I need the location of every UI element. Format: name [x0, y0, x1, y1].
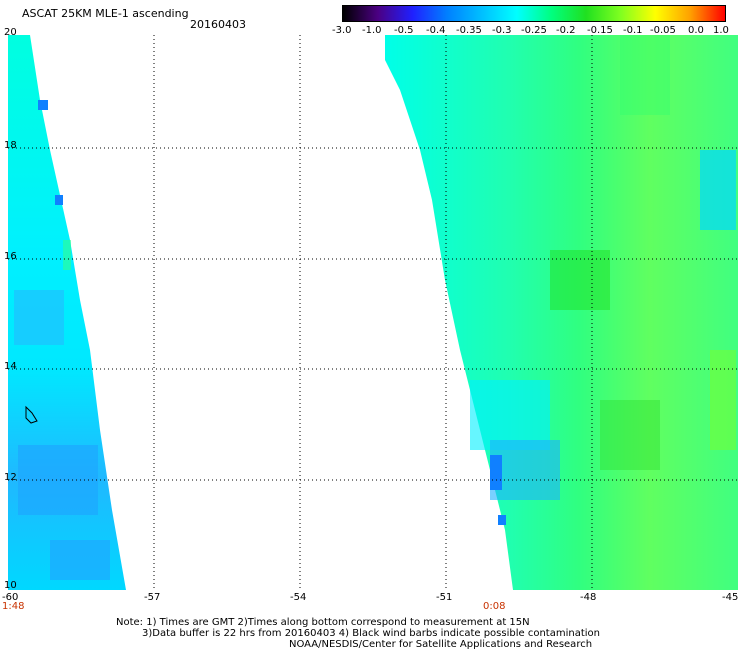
- note-line-3: NOAA/NESDIS/Center for Satellite Applica…: [289, 639, 593, 650]
- colorbar-labels: -3.0 -1.0 -0.5 -0.4 -0.35 -0.3 -0.25 -0.…: [0, 25, 740, 37]
- colorbar-label: -0.1: [623, 25, 643, 36]
- lon-tick-label: -48: [580, 592, 597, 603]
- product-title: ASCAT 25KM MLE-1 ascending: [22, 7, 189, 20]
- swath-patch: [700, 150, 736, 230]
- lat-tick-label: 20: [4, 27, 17, 38]
- colorbar-label: 0.0: [688, 25, 704, 36]
- lat-tick-label: 16: [4, 251, 17, 262]
- swath-patch: [470, 380, 550, 450]
- colorbar-label: -0.05: [650, 25, 676, 36]
- colorbar-gradient: [343, 6, 725, 21]
- lon-gridlines: [153, 35, 593, 590]
- swath-patch: [620, 35, 670, 115]
- lat-gridlines: [8, 147, 738, 481]
- swath-patch: [63, 240, 71, 270]
- island-outline: [25, 405, 38, 424]
- swath-patch: [490, 455, 502, 490]
- swath-patch: [18, 445, 98, 515]
- product-date: 20160403: [190, 18, 246, 31]
- colorbar-label: -0.5: [394, 25, 414, 36]
- colorbar-label: -0.15: [587, 25, 613, 36]
- swath-patch: [55, 195, 63, 205]
- swath-patch: [600, 400, 660, 470]
- colorbar-label: -0.4: [426, 25, 446, 36]
- pass-time-left: 1:48: [2, 601, 25, 612]
- swath-patch: [498, 515, 506, 525]
- colorbar-label: -3.0: [332, 25, 352, 36]
- colorbar-label: 1.0: [713, 25, 729, 36]
- colorbar-label: -0.35: [456, 25, 482, 36]
- right-swath: [385, 35, 738, 590]
- lat-tick-label: 14: [4, 361, 17, 372]
- swath-patch: [550, 250, 610, 310]
- swath-patch: [50, 540, 110, 580]
- lat-tick-label: 18: [4, 140, 17, 151]
- lon-tick-label: -51: [436, 592, 453, 603]
- swath-patch: [38, 100, 48, 110]
- colorbar-label: -0.25: [521, 25, 547, 36]
- pass-time-right: 0:08: [483, 601, 506, 612]
- colorbar-label: -0.2: [556, 25, 576, 36]
- colorbar-label: -1.0: [362, 25, 382, 36]
- swath-patch: [14, 290, 64, 345]
- lat-tick-label: 12: [4, 472, 17, 483]
- note-line-2: 3)Data buffer is 22 hrs from 20160403 4)…: [142, 628, 600, 639]
- colorbar-label: -0.3: [492, 25, 512, 36]
- lon-tick-label: -54: [290, 592, 307, 603]
- note-line-1: Note: 1) Times are GMT 2)Times along bot…: [116, 617, 530, 628]
- colorbar: [342, 5, 726, 22]
- lon-tick-label: -57: [144, 592, 161, 603]
- lon-tick-label: -45: [722, 592, 739, 603]
- lon-tick-label: -60: [2, 592, 19, 603]
- swath-patch: [710, 350, 736, 450]
- lat-tick-label: 10: [4, 580, 17, 591]
